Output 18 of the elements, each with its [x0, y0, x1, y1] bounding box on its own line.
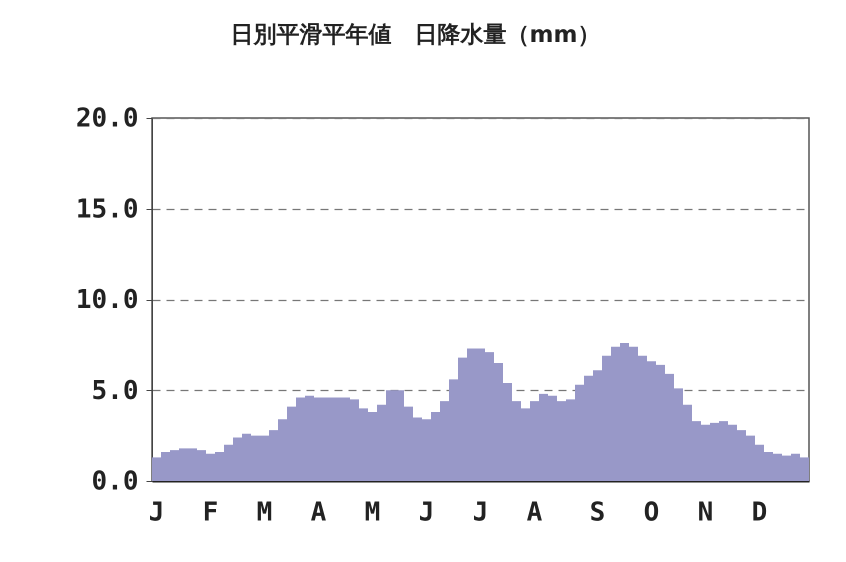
- y-tick-label: 5.0: [92, 376, 138, 406]
- x-tick-label: M: [256, 498, 272, 528]
- x-tick-label: J: [418, 498, 434, 528]
- x-tick-label: O: [644, 498, 660, 528]
- chart-title: 日別平滑平年値 日降水量（mm）: [230, 22, 600, 48]
- y-tick-label: 0.0: [92, 466, 138, 496]
- x-tick-label: F: [202, 498, 218, 528]
- x-tick-label: D: [752, 498, 768, 528]
- x-tick-label: S: [590, 498, 606, 528]
- x-tick-label: A: [310, 498, 327, 528]
- x-tick-label: M: [364, 498, 380, 528]
- x-tick-label: A: [526, 498, 543, 528]
- y-tick-label: 15.0: [76, 194, 138, 224]
- x-tick-label: J: [472, 498, 488, 528]
- y-tick-label: 20.0: [76, 104, 138, 134]
- x-tick-label: J: [148, 498, 164, 528]
- y-tick-label: 10.0: [76, 285, 138, 315]
- x-tick-label: N: [698, 498, 714, 528]
